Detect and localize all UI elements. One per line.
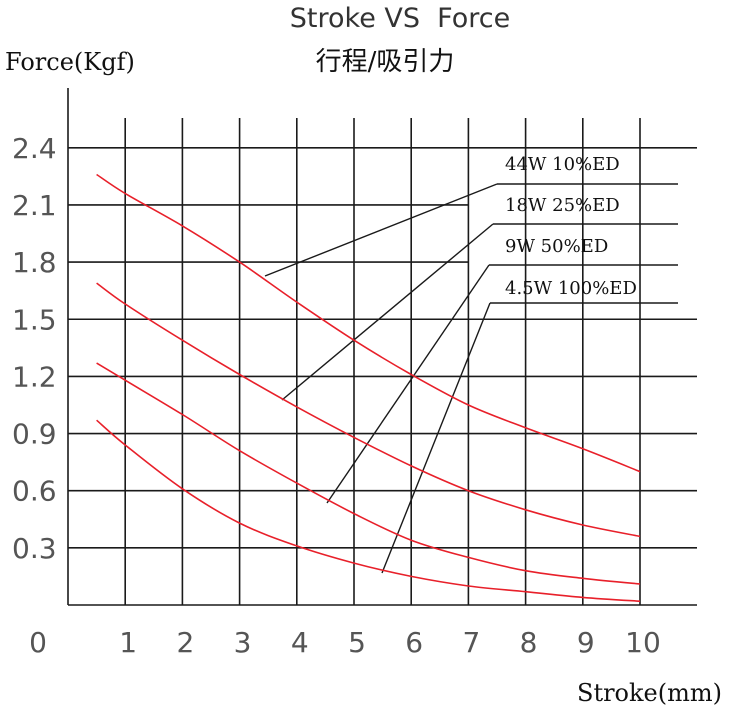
y-axis-label: Force(Kgf) bbox=[5, 48, 135, 76]
series-line-1 bbox=[96, 173, 641, 473]
x-tick-label: 0 bbox=[29, 626, 47, 659]
legend-entry-2: 18W 25%ED bbox=[505, 195, 620, 216]
y-tick-label: 2.4 bbox=[12, 132, 57, 165]
x-tick-label: 4 bbox=[291, 626, 309, 659]
x-tick-label: 10 bbox=[625, 626, 661, 659]
series-line-4 bbox=[96, 419, 641, 602]
x-tick-label: 3 bbox=[234, 626, 252, 659]
tick-labels: 0 1 2 3 4 5 6 7 8 9 10 0.3 0.6 0.9 1.2 1.5 1.8 2.1 2.4 bbox=[12, 132, 661, 659]
x-tick-label: 7 bbox=[462, 626, 480, 659]
x-axis-label: Stroke(mm) bbox=[577, 679, 722, 707]
chart-subtitle: 行程/吸引力 bbox=[316, 47, 455, 77]
grid bbox=[67, 88, 697, 606]
legend-leaders bbox=[264, 183, 678, 574]
y-tick-label: 1.2 bbox=[12, 360, 57, 393]
y-tick-label: 0.9 bbox=[12, 418, 57, 451]
legend-entry-1: 44W 10%ED bbox=[505, 154, 620, 175]
series-line-2 bbox=[96, 282, 641, 538]
y-tick-label: 0.6 bbox=[12, 475, 57, 508]
chart-title: Stroke VS Force bbox=[290, 3, 510, 34]
curves bbox=[96, 173, 641, 602]
legend: 44W 10%ED 18W 25%ED 9W 50%ED 4.5W 100%ED bbox=[505, 154, 637, 299]
y-tick-label: 0.3 bbox=[12, 532, 57, 565]
y-tick-label: 1.5 bbox=[12, 303, 57, 336]
series-line-3 bbox=[96, 362, 641, 585]
y-tick-label: 2.1 bbox=[12, 189, 57, 222]
x-tick-label: 8 bbox=[520, 626, 538, 659]
legend-entry-3: 9W 50%ED bbox=[505, 236, 608, 257]
legend-entry-4: 4.5W 100%ED bbox=[505, 278, 637, 299]
legend-leader-line bbox=[326, 264, 490, 504]
x-tick-label: 6 bbox=[405, 626, 423, 659]
legend-leader-line bbox=[281, 223, 494, 401]
x-tick-label: 9 bbox=[577, 626, 595, 659]
x-tick-label: 2 bbox=[176, 626, 194, 659]
x-tick-label: 5 bbox=[348, 626, 366, 659]
y-tick-label: 1.8 bbox=[12, 246, 57, 279]
x-tick-label: 1 bbox=[119, 626, 137, 659]
legend-leader-line bbox=[264, 183, 498, 277]
legend-leader-line bbox=[381, 302, 491, 574]
